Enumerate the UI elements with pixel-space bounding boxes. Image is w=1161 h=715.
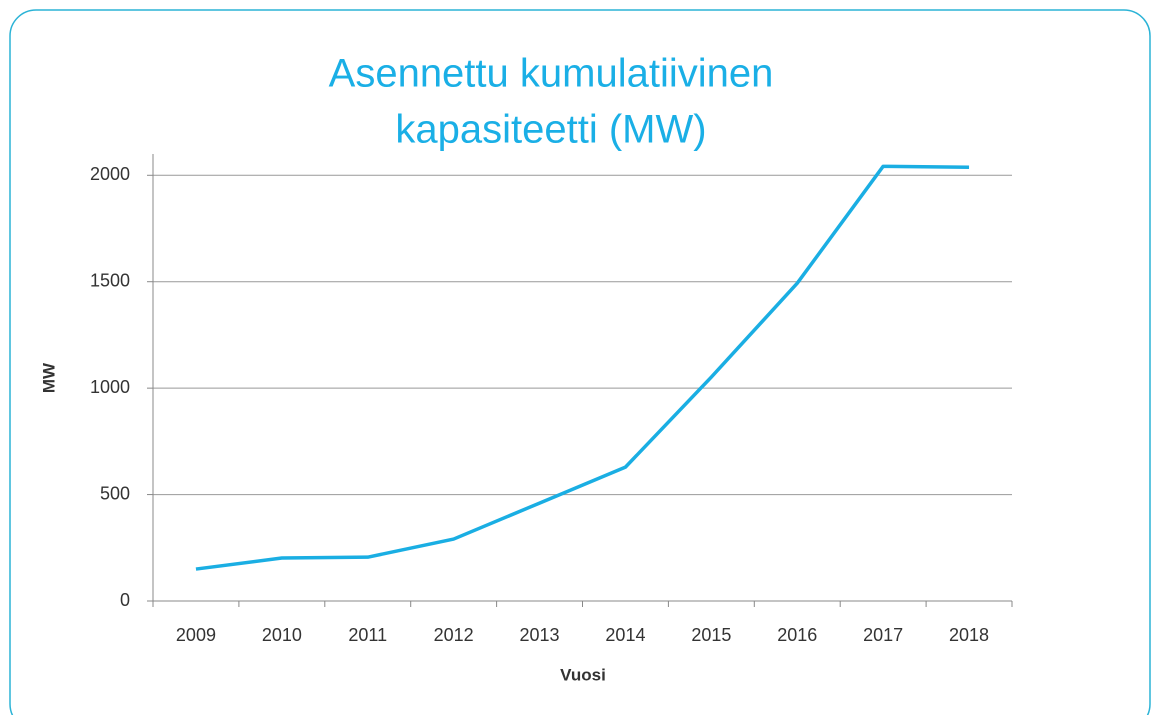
y-tick-label: 0 bbox=[120, 590, 130, 610]
y-tick-label: 500 bbox=[100, 483, 130, 503]
x-tick-label: 2013 bbox=[520, 625, 560, 645]
x-tick-label: 2010 bbox=[262, 625, 302, 645]
x-tick-label: 2014 bbox=[605, 625, 645, 645]
chart-frame bbox=[9, 9, 1151, 715]
x-tick-label: 2018 bbox=[949, 625, 989, 645]
data-line bbox=[195, 164, 970, 571]
x-tick-label: 2012 bbox=[434, 625, 474, 645]
x-tick-label: 2009 bbox=[176, 625, 216, 645]
chart-title: kapasiteetti (MW) bbox=[395, 108, 706, 152]
x-tick-label: 2017 bbox=[863, 625, 903, 645]
x-tick-label: 2015 bbox=[691, 625, 731, 645]
y-axis-title: MW bbox=[39, 362, 58, 393]
y-tick-label: 1500 bbox=[90, 270, 130, 290]
x-axis-title: Vuosi bbox=[560, 665, 606, 684]
y-tick-label: 2000 bbox=[90, 164, 130, 184]
x-tick-label: 2011 bbox=[348, 625, 387, 645]
chart-title: Asennettu kumulatiivinen bbox=[329, 52, 774, 96]
x-tick-label: 2016 bbox=[777, 625, 817, 645]
y-tick-label: 1000 bbox=[90, 377, 130, 397]
